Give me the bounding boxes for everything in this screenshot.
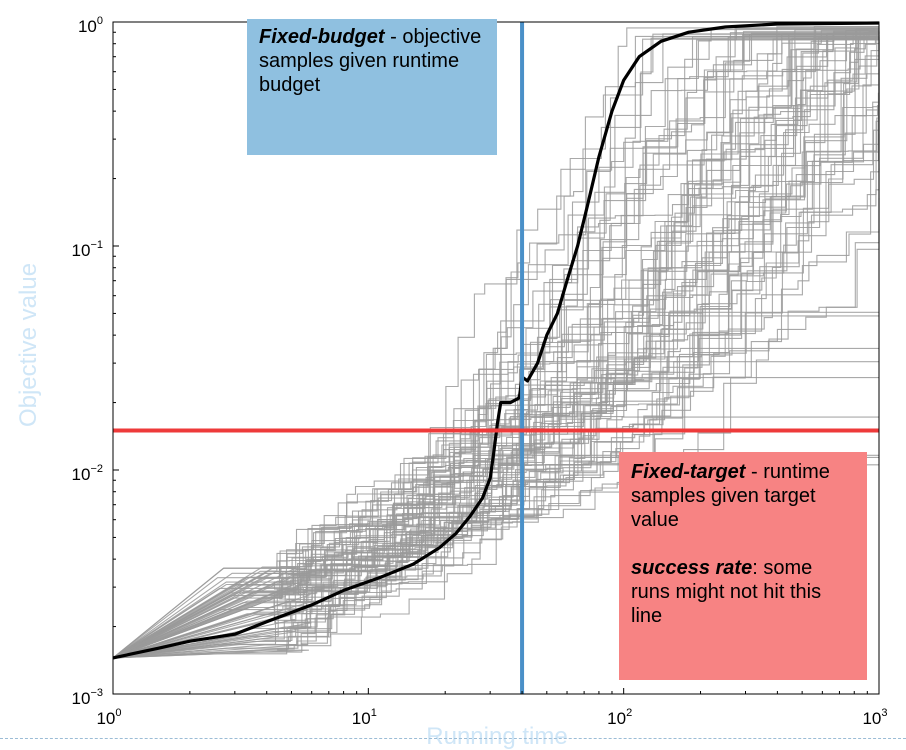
fixed-budget-title: Fixed-budget — [259, 26, 385, 48]
run-curve — [112, 27, 879, 659]
run-curve — [112, 33, 879, 659]
y-tick-label: 100 — [78, 15, 103, 36]
success-rate-text: : some runs might not hit this line — [631, 557, 822, 627]
y-tick-label: 10−3 — [72, 687, 103, 708]
run-curve — [112, 28, 879, 659]
run-curve — [112, 36, 879, 659]
run-curve — [112, 42, 880, 659]
x-axis-title: Running time — [426, 723, 567, 750]
run-curve — [112, 32, 879, 659]
run-curve — [112, 32, 880, 659]
run-curve — [112, 32, 879, 659]
x-tick-label: 101 — [352, 707, 377, 728]
y-tick-label: 10−1 — [72, 239, 103, 260]
x-tick-label: 103 — [862, 707, 887, 728]
y-axis-title: Objective value — [15, 263, 42, 427]
x-tick-label: 100 — [96, 707, 121, 728]
run-curve — [112, 79, 880, 659]
run-curve — [112, 86, 880, 659]
median-run — [112, 21, 880, 660]
run-curve — [112, 168, 880, 659]
y-axis: 100 10−1 10−2 10−3 — [72, 15, 119, 708]
slide-divider — [0, 738, 906, 739]
median-run-curve — [112, 21, 880, 660]
run-curve — [112, 33, 879, 659]
run-curve — [112, 39, 880, 659]
run-curve — [112, 38, 879, 659]
fixed-target-text: - runtime samples given target value — [631, 461, 830, 531]
run-curve — [112, 31, 879, 659]
run-curve — [112, 95, 880, 659]
success-rate-title: success rate — [631, 557, 753, 579]
fixed-budget-text: - objective samples given runtime budget — [259, 26, 482, 96]
x-tick-label: 102 — [607, 707, 632, 728]
x-axis: 100 101 102 103 — [96, 688, 888, 728]
run-curve — [112, 32, 879, 659]
run-curve — [112, 35, 880, 659]
run-curves — [112, 25, 880, 659]
fixed-target-annotation: Fixed-target - runtime samples given tar… — [619, 452, 867, 680]
y-tick-label: 10−2 — [72, 463, 103, 484]
fixed-budget-annotation: Fixed-budget - objective samples given r… — [247, 19, 497, 155]
fixed-target-title: Fixed-target — [631, 461, 746, 483]
run-curve — [112, 34, 879, 659]
